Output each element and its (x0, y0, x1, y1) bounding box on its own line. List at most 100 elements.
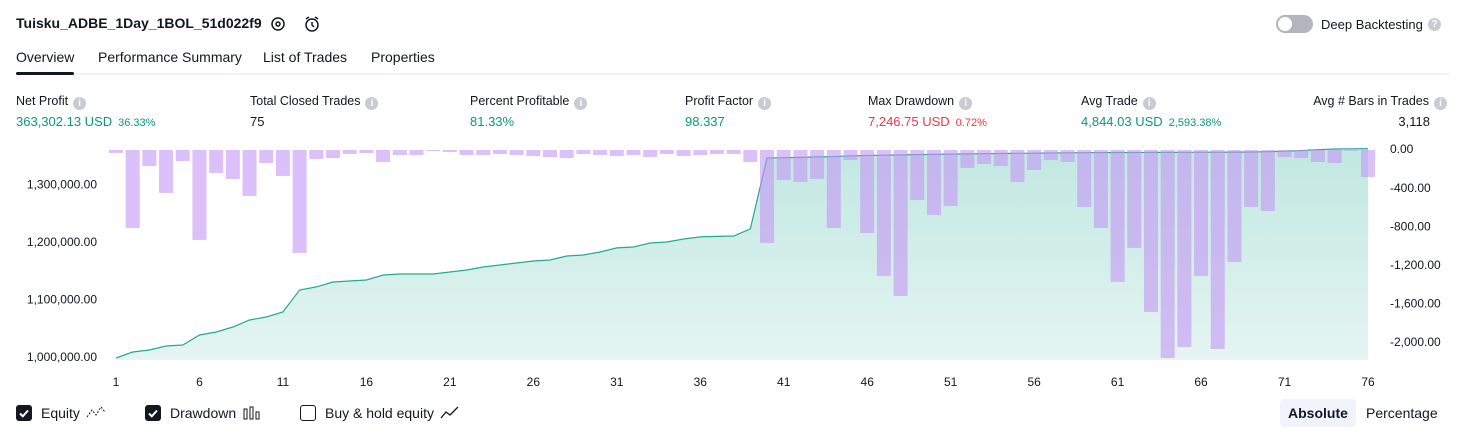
drawdown-bar (776, 150, 791, 181)
stat-label-text: Percent Profitable (470, 94, 570, 108)
info-icon[interactable]: i (758, 97, 772, 110)
x-tick-label: 36 (694, 375, 708, 389)
help-icon[interactable]: ? (1428, 18, 1441, 31)
stat-label: Profit Factor i (685, 94, 772, 110)
drawdown-bar (659, 150, 674, 154)
info-icon[interactable]: i (73, 97, 87, 110)
stat-label-text: Avg # Bars in Trades (1313, 94, 1429, 108)
stat-value-text: 75 (250, 114, 265, 129)
legend-label: Drawdown (170, 405, 237, 421)
drawdown-bar (1327, 150, 1342, 164)
legend-item[interactable]: Buy & hold equity (300, 405, 462, 421)
x-tick-label: 71 (1278, 375, 1292, 389)
tab[interactable]: Properties (371, 49, 435, 65)
drawdown-bar (1160, 150, 1175, 358)
y-tick-label: 1,300,000.00 (27, 177, 97, 191)
stat-percent: 0.72% (955, 117, 987, 129)
y2-tick-label: -800.00 (1390, 219, 1431, 233)
stat-value: 7,246.75 USD 0.72% (868, 114, 987, 129)
drawdown-bar (910, 150, 925, 200)
drawdown-bar (1344, 150, 1359, 151)
y2-tick-label: -1,600.00 (1390, 297, 1441, 311)
stat-label-text: Max Drawdown (868, 94, 955, 108)
drawdown-bar (676, 150, 691, 156)
drawdown-bar (726, 150, 741, 154)
title-icons[interactable] (268, 14, 328, 34)
drawdown-bar (743, 150, 758, 162)
x-tick-label: 11 (277, 375, 290, 389)
x-tick-label: 66 (1194, 375, 1208, 389)
drawdown-bar (1194, 150, 1209, 276)
x-tick-label: 61 (1111, 375, 1125, 389)
legend-item[interactable]: Equity (16, 405, 108, 421)
drawdown-bar (175, 150, 190, 162)
info-icon[interactable]: i (574, 97, 588, 110)
stat-percent: 2,593.38% (1168, 117, 1222, 129)
checkbox[interactable] (16, 405, 32, 421)
scale-button[interactable]: Percentage (1366, 405, 1438, 421)
drawdown-bar (559, 150, 574, 159)
stat-value: 3,118 (1398, 114, 1430, 129)
drawdown-bar (1244, 150, 1259, 207)
tabs-divider (16, 73, 1450, 75)
stat-value-text: 4,844.03 USD (1081, 114, 1163, 129)
check-mark (148, 409, 158, 418)
drawdown-bar (159, 150, 174, 193)
drawdown-bar (1093, 150, 1108, 228)
stat-label-text: Total Closed Trades (250, 94, 361, 108)
drawdown-bar (476, 150, 491, 156)
drawdown-bar (442, 150, 457, 153)
drawdown-bar (526, 150, 541, 156)
x-tick-label: 1 (113, 375, 120, 389)
stat-label: Avg Trade i (1081, 94, 1156, 110)
legend-icon (440, 406, 459, 419)
legend-icon (243, 406, 260, 420)
drawdown-bar (826, 150, 841, 228)
stat-label: Total Closed Trades i (250, 94, 379, 110)
stat-value-text: 3,118 (1398, 114, 1430, 129)
stat-label-text: Avg Trade (1081, 94, 1138, 108)
drawdown-bar (843, 150, 858, 161)
check-mark (19, 409, 29, 418)
info-icon[interactable]: i (959, 97, 973, 110)
tab[interactable]: Overview (16, 49, 75, 65)
chart: 1,000,000.00 1,100,000.00 1,200,000.00 1,30… (27, 142, 1441, 389)
stat-value: 4,844.03 USD 2,593.38% (1081, 114, 1221, 129)
x-tick-label: 31 (610, 375, 624, 389)
checkbox[interactable] (300, 405, 316, 421)
drawdown-bar (626, 150, 641, 156)
info-icon[interactable]: i (1142, 97, 1156, 110)
drawdown-bar (125, 150, 140, 228)
strategy-title: Tuisku_ADBE_1Day_1BOL_51d022f9 (16, 15, 262, 31)
stat-percent: 36.33% (118, 117, 156, 129)
legend-item[interactable]: Drawdown (145, 405, 264, 421)
stat-value: 75 (250, 114, 264, 129)
drawdown-bar (693, 150, 708, 156)
info-icon[interactable]: i (1434, 97, 1447, 110)
drawdown-bar (1310, 150, 1325, 162)
checkbox[interactable] (145, 405, 161, 421)
drawdown-bar (209, 150, 224, 173)
tab[interactable]: Performance Summary (98, 49, 242, 65)
tab[interactable]: List of Trades (263, 49, 348, 65)
x-tick-label: 51 (944, 375, 958, 389)
drawdown-bar (225, 150, 240, 179)
drawdown-bar (860, 150, 875, 233)
drawdown-bar (392, 150, 407, 156)
x-tick-label: 76 (1361, 375, 1375, 389)
y-tick-label: 1,000,000.00 (27, 350, 97, 364)
drawdown-bar (1260, 150, 1275, 211)
drawdown-bar (960, 150, 975, 168)
drawdown-bar (1227, 150, 1242, 262)
toggle[interactable] (1276, 15, 1313, 33)
drawdown-bar (793, 150, 808, 183)
drawdown-bar (1210, 150, 1225, 349)
scale-button[interactable]: Absolute (1280, 399, 1356, 427)
drawdown-bar (926, 150, 941, 215)
info-icon[interactable]: i (365, 97, 379, 110)
stat-label: Max Drawdown i (868, 94, 973, 110)
drawdown-bar (709, 150, 724, 154)
y2-tick-label: -400.00 (1390, 181, 1431, 195)
stat-value: 98.337 (685, 114, 725, 129)
